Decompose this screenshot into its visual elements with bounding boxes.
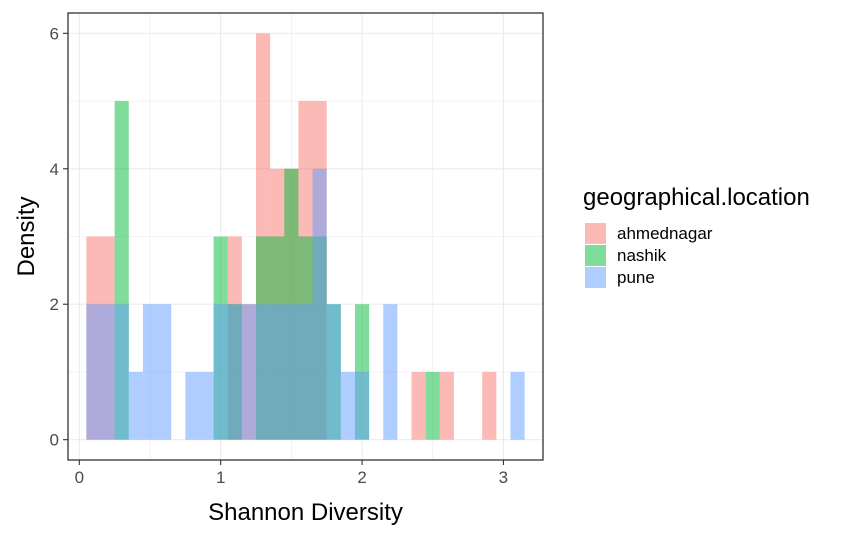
legend-key-ahmednagar (585, 223, 606, 244)
legend-title: geographical.location (583, 184, 810, 211)
legend-key-nashik (585, 245, 606, 266)
histogram-bar-pune (213, 304, 299, 440)
y-tick-label: 2 (50, 295, 59, 314)
x-tick-label: 0 (75, 468, 84, 487)
histogram-bar-ahmednagar (482, 371, 497, 440)
histogram-bar-pune (312, 168, 327, 440)
x-tick-label: 1 (216, 468, 225, 487)
y-axis-title: Density (13, 196, 40, 276)
histogram-bar-pune (86, 304, 129, 440)
legend-label-pune: pune (617, 268, 655, 287)
histogram-bar-ahmednagar (411, 371, 426, 440)
legend-label-ahmednagar: ahmednagar (617, 224, 713, 243)
histogram-bar-nashik (425, 371, 440, 440)
y-tick-label: 0 (50, 431, 59, 450)
histogram-bars (86, 33, 525, 440)
histogram-bar-ahmednagar (439, 371, 454, 440)
histogram-bar-pune (340, 371, 355, 440)
x-tick-label: 3 (499, 468, 508, 487)
legend-key-pune (585, 267, 606, 288)
legend-label-nashik: nashik (617, 246, 667, 265)
axis-ticks: 0 1 2 3 0 2 4 6 (50, 24, 509, 487)
y-tick-label: 6 (50, 24, 59, 43)
histogram-bar-pune (128, 371, 143, 440)
histogram-bar-pune (354, 371, 370, 440)
x-tick-label: 2 (357, 468, 366, 487)
histogram-bar-pune (185, 371, 214, 440)
histogram-bar-pune (142, 304, 172, 440)
histogram-bar-pune (326, 304, 341, 440)
legend: geographical.location ahmednagar nashik pu… (583, 184, 810, 288)
histogram-bar-pune (510, 371, 525, 440)
panel-border (67, 12, 544, 461)
y-tick-label: 4 (50, 160, 59, 179)
histogram-bar-pune (298, 304, 313, 440)
x-axis-title: Shannon Diversity (208, 499, 403, 526)
histogram-bar-pune (383, 304, 398, 440)
